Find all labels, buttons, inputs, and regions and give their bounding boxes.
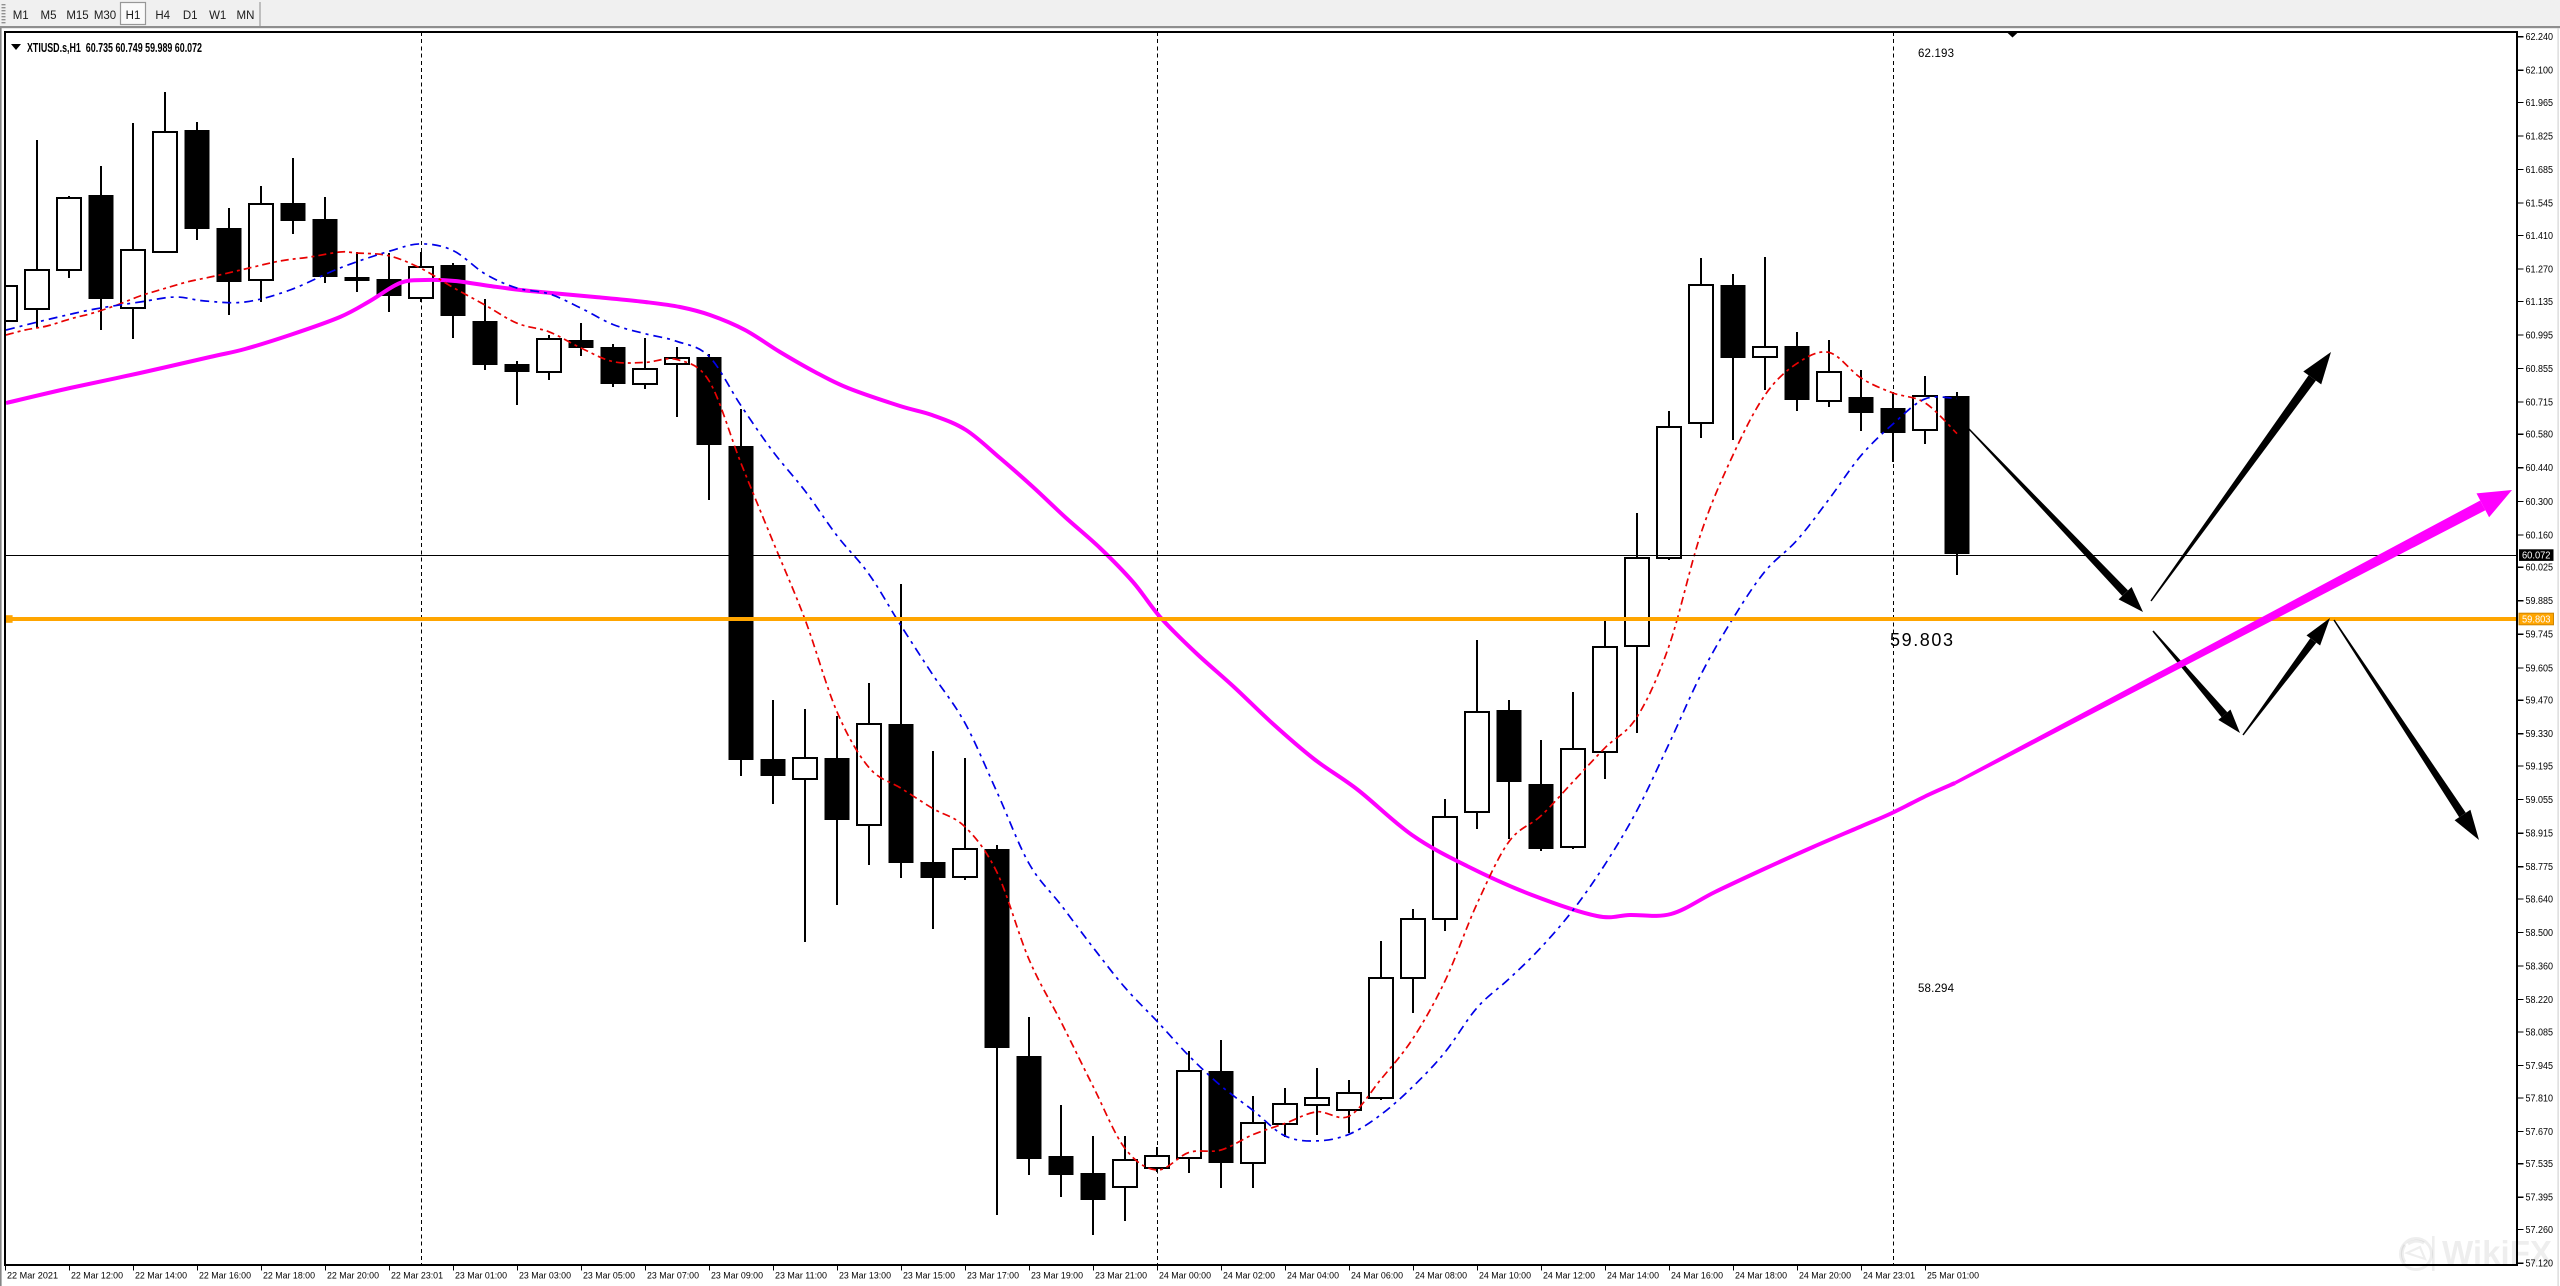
svg-text:22 Mar 18:00: 22 Mar 18:00 [263, 1271, 315, 1282]
svg-text:58.775: 58.775 [2526, 862, 2554, 873]
svg-text:60.995: 60.995 [2526, 330, 2554, 341]
svg-text:58.085: 58.085 [2526, 1027, 2554, 1038]
svg-text:61.410: 61.410 [2526, 231, 2554, 242]
svg-text:58.500: 58.500 [2526, 928, 2554, 939]
svg-text:24 Mar 12:00: 24 Mar 12:00 [1543, 1271, 1595, 1282]
svg-text:58.360: 58.360 [2526, 962, 2554, 973]
svg-text:22 Mar 12:00: 22 Mar 12:00 [71, 1271, 123, 1282]
svg-text:24 Mar 14:00: 24 Mar 14:00 [1607, 1271, 1659, 1282]
svg-text:57.260: 57.260 [2526, 1225, 2554, 1236]
svg-text:23 Mar 19:00: 23 Mar 19:00 [1031, 1271, 1083, 1282]
svg-text:62.240: 62.240 [2526, 32, 2554, 43]
svg-text:23 Mar 01:00: 23 Mar 01:00 [455, 1271, 507, 1282]
svg-text:59.803: 59.803 [1890, 630, 1953, 650]
svg-text:60.160: 60.160 [2526, 530, 2554, 541]
svg-text:60.025: 60.025 [2526, 563, 2554, 574]
svg-text:59.470: 59.470 [2526, 696, 2554, 707]
svg-text:57.945: 57.945 [2526, 1061, 2554, 1072]
svg-text:59.803: 59.803 [2522, 615, 2551, 626]
svg-text:60.855: 60.855 [2526, 364, 2554, 375]
svg-text:23 Mar 13:00: 23 Mar 13:00 [839, 1271, 891, 1282]
svg-text:59.055: 59.055 [2526, 795, 2554, 806]
svg-text:60.580: 60.580 [2526, 430, 2554, 441]
svg-text:23 Mar 17:00: 23 Mar 17:00 [967, 1271, 1019, 1282]
svg-text:58.294: 58.294 [1918, 983, 1955, 995]
svg-text:22 Mar 2021: 22 Mar 2021 [7, 1271, 58, 1282]
svg-text:24 Mar 18:00: 24 Mar 18:00 [1735, 1271, 1787, 1282]
svg-text:61.270: 61.270 [2526, 264, 2554, 275]
svg-text:61.545: 61.545 [2526, 199, 2554, 210]
svg-text:59.745: 59.745 [2526, 630, 2554, 641]
svg-text:XTIUSD.s,H1 60.735 60.749 59.: XTIUSD.s,H1 60.735 60.749 59.989 60.072 [27, 41, 202, 55]
svg-text:23 Mar 05:00: 23 Mar 05:00 [583, 1271, 635, 1282]
svg-text:25 Mar 01:00: 25 Mar 01:00 [1927, 1271, 1979, 1282]
svg-text:24 Mar 10:00: 24 Mar 10:00 [1479, 1271, 1531, 1282]
svg-text:59.605: 59.605 [2526, 663, 2554, 674]
svg-text:23 Mar 11:00: 23 Mar 11:00 [775, 1271, 827, 1282]
svg-text:23 Mar 03:00: 23 Mar 03:00 [519, 1271, 571, 1282]
svg-text:61.135: 61.135 [2526, 297, 2554, 308]
svg-text:M1: M1 [13, 10, 29, 22]
svg-text:60.715: 60.715 [2526, 397, 2554, 408]
svg-text:62.193: 62.193 [1918, 48, 1954, 60]
svg-text:61.965: 61.965 [2526, 98, 2554, 109]
svg-text:59.330: 59.330 [2526, 729, 2554, 740]
svg-text:24 Mar 02:00: 24 Mar 02:00 [1223, 1271, 1275, 1282]
svg-text:22 Mar 20:00: 22 Mar 20:00 [327, 1271, 379, 1282]
svg-text:22 Mar 16:00: 22 Mar 16:00 [199, 1271, 251, 1282]
svg-text:M5: M5 [41, 10, 57, 22]
svg-text:59.195: 59.195 [2526, 762, 2554, 773]
svg-text:60.440: 60.440 [2526, 463, 2554, 474]
svg-text:57.395: 57.395 [2526, 1193, 2554, 1204]
svg-text:H1: H1 [126, 10, 141, 22]
svg-text:57.120: 57.120 [2526, 1259, 2554, 1270]
svg-text:61.825: 61.825 [2526, 132, 2554, 143]
svg-text:M15: M15 [66, 10, 88, 22]
svg-text:61.685: 61.685 [2526, 165, 2554, 176]
svg-text:62.100: 62.100 [2526, 66, 2554, 77]
svg-text:WikiFX: WikiFX [2442, 1234, 2552, 1271]
svg-text:23 Mar 07:00: 23 Mar 07:00 [647, 1271, 699, 1282]
svg-text:22 Mar 23:01: 22 Mar 23:01 [391, 1271, 443, 1282]
svg-text:24 Mar 16:00: 24 Mar 16:00 [1671, 1271, 1723, 1282]
svg-text:W1: W1 [209, 10, 226, 22]
svg-text:MN: MN [237, 10, 255, 22]
svg-text:57.670: 57.670 [2526, 1127, 2554, 1138]
svg-text:57.810: 57.810 [2526, 1093, 2554, 1104]
svg-text:24 Mar 00:00: 24 Mar 00:00 [1159, 1271, 1211, 1282]
svg-text:D1: D1 [183, 10, 198, 22]
svg-text:57.535: 57.535 [2526, 1159, 2554, 1170]
svg-text:24 Mar 23:01: 24 Mar 23:01 [1863, 1271, 1915, 1282]
svg-text:60.300: 60.300 [2526, 497, 2554, 508]
svg-text:22 Mar 14:00: 22 Mar 14:00 [135, 1271, 187, 1282]
svg-text:60.072: 60.072 [2522, 551, 2551, 562]
svg-text:23 Mar 09:00: 23 Mar 09:00 [711, 1271, 763, 1282]
svg-text:23 Mar 21:00: 23 Mar 21:00 [1095, 1271, 1147, 1282]
svg-text:H4: H4 [155, 10, 170, 22]
svg-text:24 Mar 04:00: 24 Mar 04:00 [1287, 1271, 1339, 1282]
svg-text:M30: M30 [94, 10, 116, 22]
svg-text:58.640: 58.640 [2526, 894, 2554, 905]
svg-text:59.885: 59.885 [2526, 596, 2554, 607]
svg-text:24 Mar 08:00: 24 Mar 08:00 [1415, 1271, 1467, 1282]
svg-text:23 Mar 15:00: 23 Mar 15:00 [903, 1271, 955, 1282]
svg-text:58.915: 58.915 [2526, 829, 2554, 840]
svg-text:58.220: 58.220 [2526, 995, 2554, 1006]
svg-text:24 Mar 06:00: 24 Mar 06:00 [1351, 1271, 1403, 1282]
svg-text:24 Mar 20:00: 24 Mar 20:00 [1799, 1271, 1851, 1282]
